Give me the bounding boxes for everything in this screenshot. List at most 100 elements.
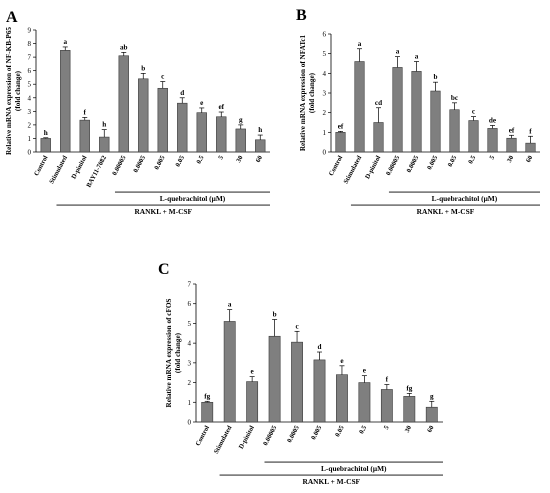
x-tick-label: D-pinitol [238,425,256,451]
significance-letter: b [273,310,277,318]
bar [468,120,479,153]
significance-letter: f [386,376,389,384]
x-tick-label: Control [195,425,212,448]
y-tick-label: 1 [323,129,327,137]
bar [335,132,346,153]
bar [118,55,129,153]
bar [255,139,266,153]
y-tick-label: 1 [188,399,192,407]
x-tick-label: D-pinitol [70,155,88,181]
y-axis-label-unit: (fold change) [174,332,182,373]
x-tick-label: 5 [383,424,391,431]
bar [216,116,227,153]
bar [79,119,90,153]
significance-letter: ef [218,103,224,111]
bar [99,136,110,153]
bar [223,321,236,423]
chart-panel-B: B 0 1 2 3 4 5 6 Relative mRNA expression of NFAT… [296,7,540,216]
significance-letter: a [63,38,67,46]
x-tick-label: 60 [426,424,436,434]
significance-letter: a [415,53,419,61]
significance-letter: ab [120,43,128,51]
bar [506,137,517,153]
significance-letter: a [396,48,400,56]
x-tick-label: 0.005 [310,424,323,441]
y-axis-label: Relative mRNA expression of NF-KB-P65 [5,27,13,155]
y-axis-label: Relative mRNA expression of NFATc1 [299,34,307,151]
chart-panel-C: C 0 1 2 3 4 5 6 7 Relative mRNA expression of cFO… [158,261,443,486]
y-tick-label: 0 [323,149,327,157]
bar [235,128,246,153]
significance-letter: a [228,301,232,309]
x-tick-label: 5 [489,154,497,161]
bar [358,382,371,423]
significance-letter: ef [509,126,515,134]
bar [246,381,259,423]
significance-letter: d [318,343,322,351]
significance-letter: b [141,64,145,72]
y-tick-label: 9 [28,27,32,35]
x-tick-label: 0.005 [153,154,166,171]
x-tick-label: 0.05 [447,154,459,168]
rankl-bracket-label: RANKL + M-CSF [302,477,360,486]
x-tick-label: Stimulated [343,154,364,185]
significance-letter: c [472,108,476,116]
x-tick-label: 0.5 [467,154,477,165]
x-tick-label: Control [33,155,50,178]
bar [525,142,536,153]
significance-letter: g [430,392,434,400]
bar [487,128,498,153]
significance-letter: e [340,357,343,365]
x-tick-label: BAY11-7082 [85,154,108,189]
significance-letter: ef [338,122,344,130]
bar [336,374,348,423]
bar [430,90,441,153]
rankl-bracket-label: RANKL + M-CSF [134,207,192,216]
x-tick-label: 0.00005 [111,154,128,177]
bar [268,335,281,423]
y-tick-label: 5 [323,50,327,58]
significance-letter: c [295,322,299,330]
x-tick-label: 0.0005 [132,154,147,174]
bar [291,341,303,423]
x-tick-label: 0.00005 [385,154,402,177]
quebrachitol-bracket-label: L-quebrachitol (μM) [432,194,498,203]
y-tick-label: 6 [188,300,192,308]
x-tick-label: 0.5 [195,154,205,165]
x-tick-label: Stimulated [48,154,69,185]
y-tick-label: 5 [28,81,32,89]
significance-letter: b [434,73,438,81]
y-tick-label: 2 [323,109,327,117]
significance-letter: c [161,73,165,81]
y-axis-label: Relative mRNA expression of cFOS [165,299,173,408]
y-tick-label: 3 [188,359,192,367]
x-tick-label: Stimulated [213,424,234,455]
significance-letter: e [200,99,203,107]
quebrachitol-bracket-label: L-quebrachitol (μM) [160,194,226,203]
y-tick-label: 7 [28,54,32,62]
bar [138,78,149,153]
x-tick-label: 0.0005 [286,424,301,444]
bar [403,396,416,423]
x-tick-label: 0.00005 [262,424,279,447]
significance-letter: g [239,116,243,124]
bar [392,67,403,153]
bar [425,406,438,423]
bar [373,122,384,153]
bar [354,61,365,153]
x-tick-label: D-pinitol [364,155,382,181]
x-tick-label: 0.0005 [406,154,421,174]
significance-letter: e [251,368,254,376]
y-tick-label: 4 [28,94,32,102]
y-tick-label: 3 [323,90,327,98]
significance-letter: f [84,108,87,116]
significance-letter: bc [451,94,459,102]
panel-label: A [6,9,18,26]
x-tick-label: 0.05 [334,424,346,438]
y-tick-label: 6 [28,67,32,75]
y-tick-label: 2 [188,379,192,387]
bar [380,389,393,423]
y-tick-label: 4 [323,70,327,78]
rankl-bracket-label: RANKL + M-CSF [417,207,475,216]
significance-letter: f [529,127,532,135]
